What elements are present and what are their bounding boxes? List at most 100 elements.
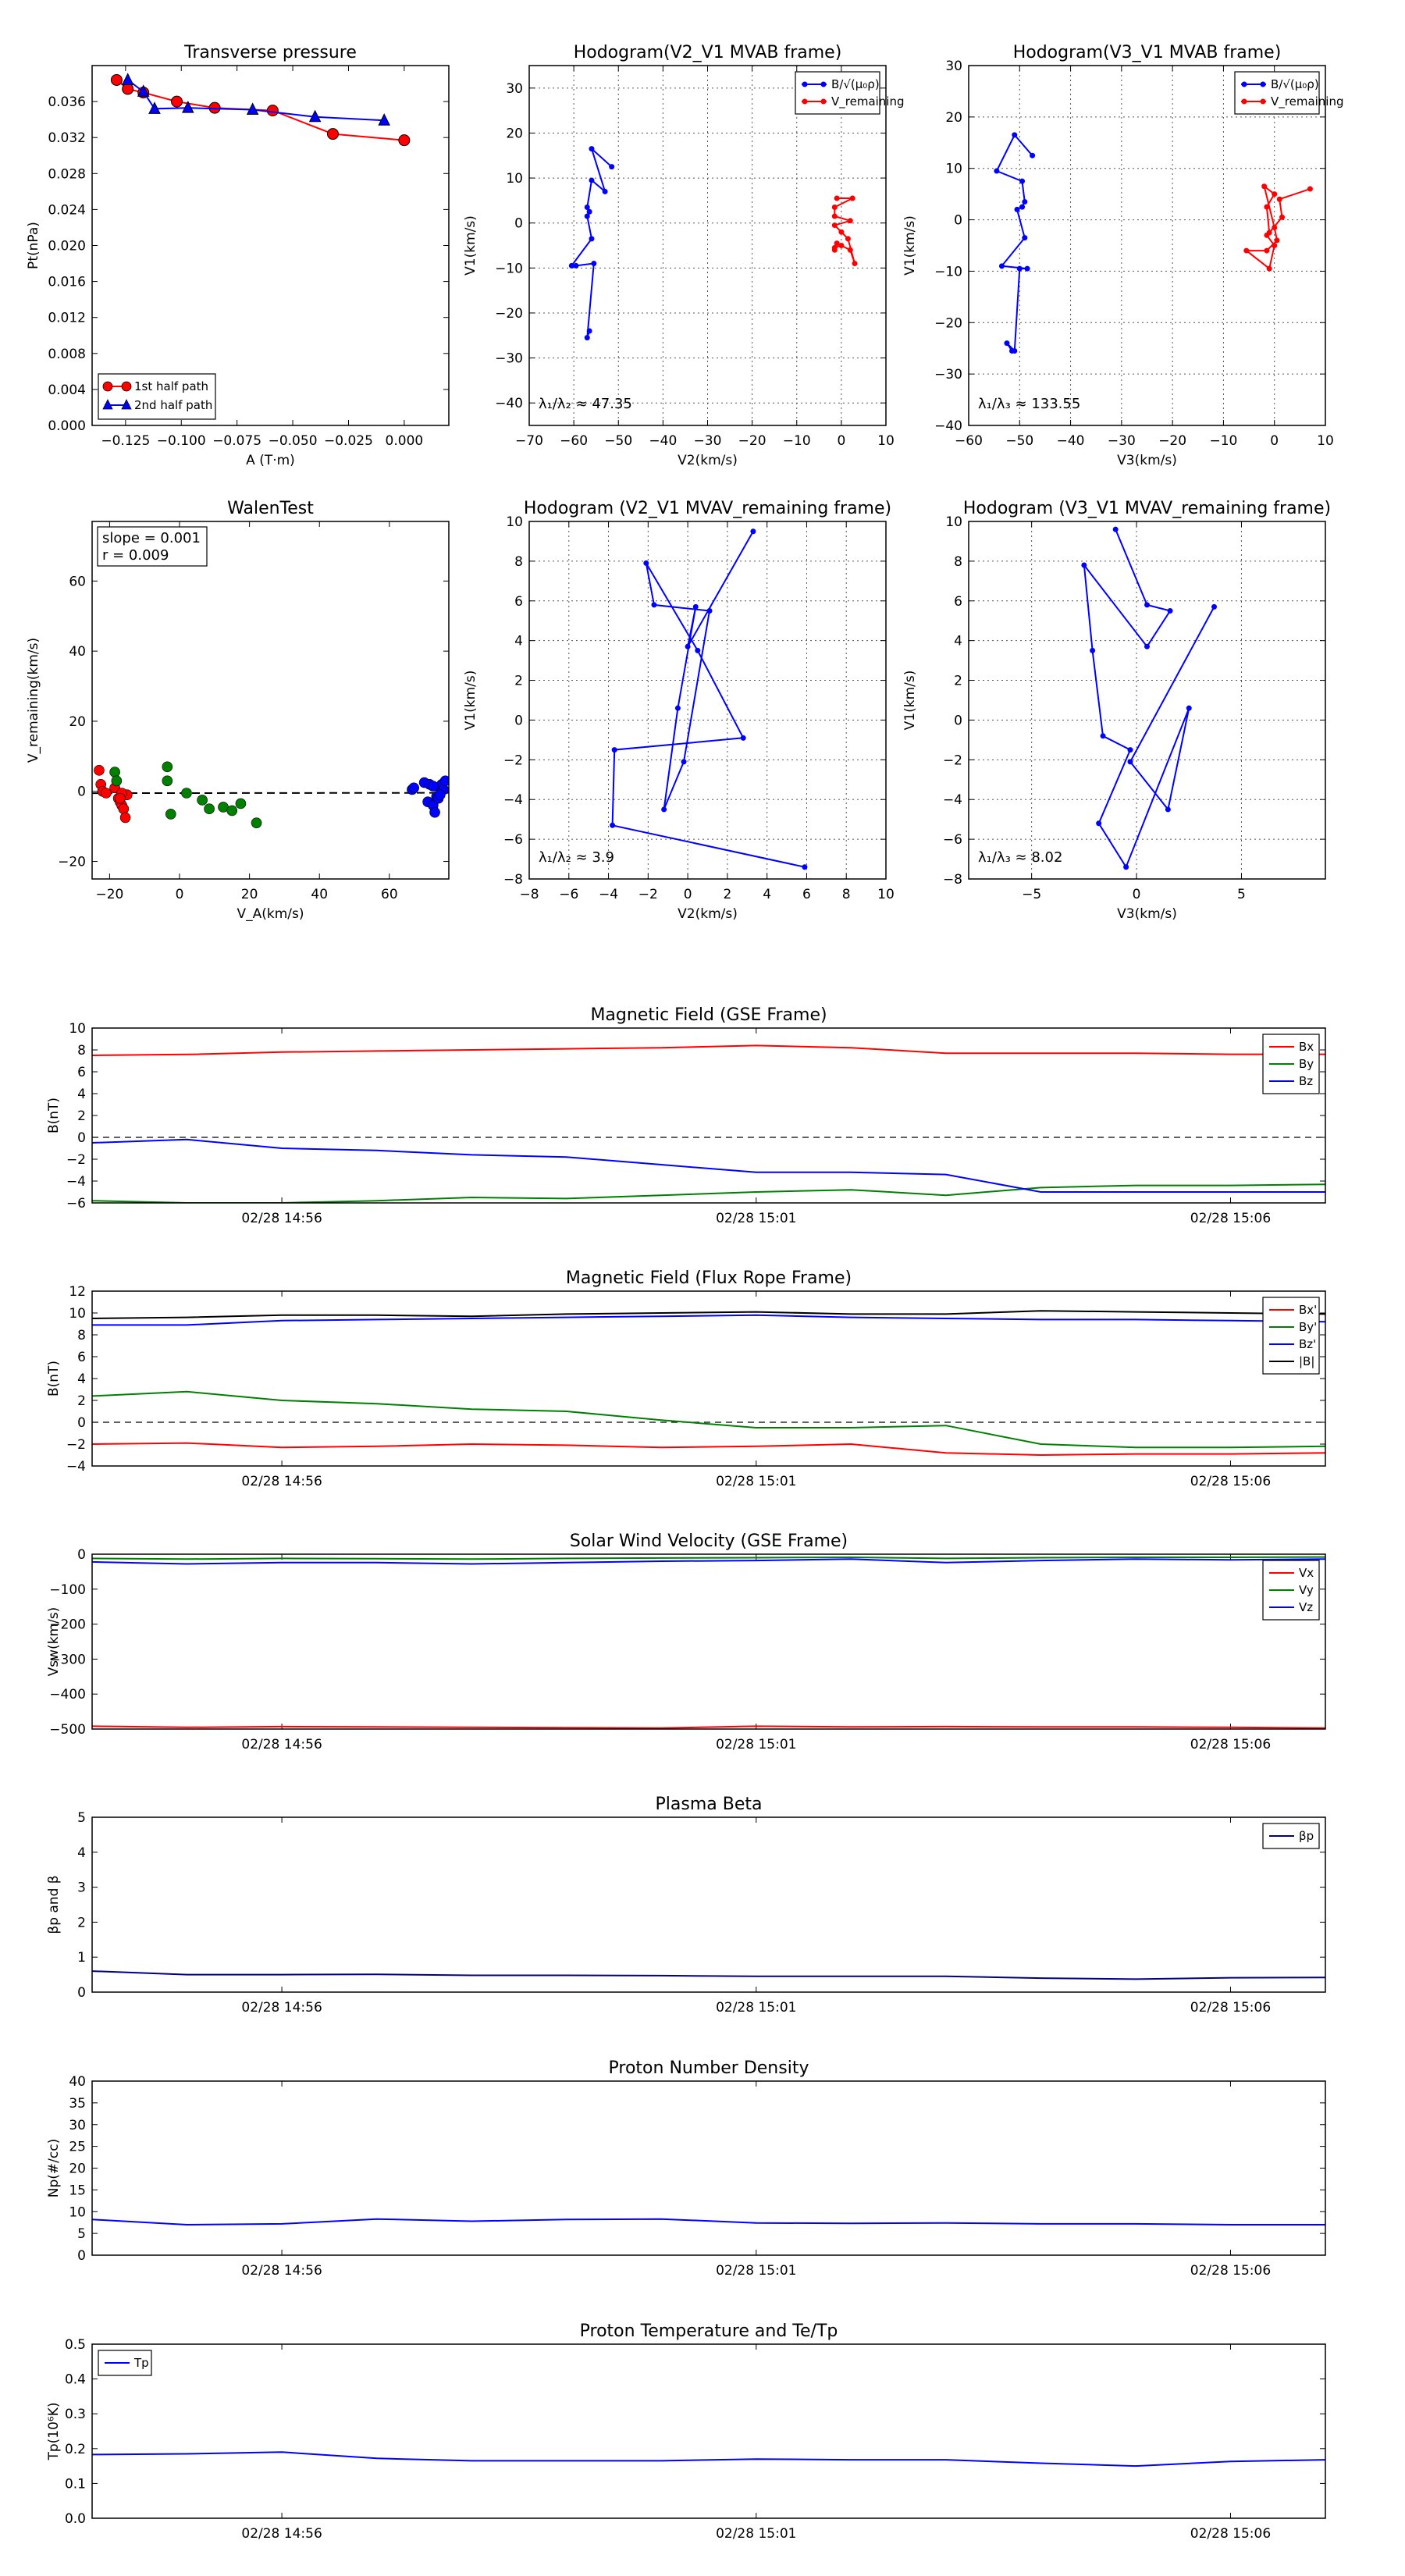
legend-label: V_remaining [1271, 94, 1344, 109]
x-tick-label: 02/28 15:01 [716, 2000, 796, 2016]
data-point [831, 205, 838, 211]
x-tick-label: 02/28 14:56 [241, 2526, 322, 2542]
x-tick-label: −40 [1057, 433, 1085, 449]
x-tick-label: −60 [560, 433, 588, 449]
y-tick-label: −2 [943, 753, 962, 768]
data-point [643, 560, 649, 566]
y-tick-label: 10 [945, 514, 962, 530]
legend-label: By' [1299, 1320, 1317, 1334]
chart-title: Hodogram(V3_V1 MVAB frame) [1013, 43, 1282, 62]
x-tick-label: −10 [783, 433, 811, 449]
data-point [589, 236, 595, 242]
y-tick-label: 2 [954, 674, 962, 689]
series-line-0 [92, 2218, 1325, 2226]
data-point [1264, 204, 1270, 210]
y-tick-label: 40 [69, 644, 86, 660]
axes-frame [91, 1290, 1326, 1467]
y-tick-label: −8 [503, 872, 523, 888]
y-tick-label: 0.036 [48, 94, 86, 110]
data-point [1096, 820, 1102, 827]
scatter-point [109, 767, 120, 777]
data-point [589, 146, 595, 152]
data-point [1004, 340, 1010, 347]
y-tick-label: 0.0 [65, 2511, 86, 2527]
data-point [1274, 237, 1280, 244]
y-tick-label: 4 [77, 1087, 86, 1102]
x-tick-label: 6 [802, 887, 811, 902]
legend-label: Bz [1299, 1074, 1313, 1088]
y-tick-label: 2 [77, 1393, 86, 1409]
chart-title: WalenTest [227, 499, 314, 518]
x-tick-label: −0.100 [157, 433, 206, 449]
y-tick-label: 0.000 [48, 418, 86, 434]
legend-box [1234, 71, 1320, 115]
scatter-point [119, 812, 131, 824]
chart-h1: Hodogram(V2_V1 MVAB frame) −70 −60 −50 −40 −3… [463, 43, 905, 468]
legend: Bx By Bz [1262, 1034, 1320, 1094]
y-tick-label: −2 [503, 753, 523, 768]
chart-h3: Hodogram (V2_V1 MVAV_remaining frame)−8−… [463, 499, 895, 922]
data-point [326, 128, 339, 141]
y-tick-label: 0 [514, 713, 523, 728]
legend-box [795, 71, 880, 115]
y-tick-label: 4 [954, 634, 962, 649]
series-line-B [92, 1310, 1325, 1319]
y-tick-label: 0.004 [48, 382, 86, 398]
y-tick-label: 25 [69, 2140, 86, 2155]
legend-label: |B| [1299, 1354, 1314, 1368]
y-tick-label: 12 [69, 1284, 86, 1300]
data-point [849, 195, 855, 201]
data-point [1022, 199, 1028, 205]
data-point [584, 205, 590, 211]
y-tick-label: 20 [945, 110, 962, 126]
series-line-By [92, 1390, 1325, 1449]
y-tick-label: −2 [66, 1152, 86, 1168]
y-tick-label: −20 [495, 306, 523, 322]
plot-area [92, 1044, 1325, 1203]
y-tick-label: −4 [943, 792, 962, 808]
x-tick-label: 02/28 15:01 [716, 2263, 796, 2279]
y-tick-label: −4 [503, 792, 523, 808]
x-tick-label: −60 [955, 433, 983, 449]
scatter-point [204, 803, 215, 814]
series-line-By [92, 1183, 1325, 1203]
data-point [994, 168, 1000, 174]
x-tick-label: −2 [638, 887, 658, 902]
chart-bgse: Magnetic Field (GSE Frame) 02/28 14:56 02/… [46, 1005, 1326, 1226]
data-point [692, 603, 699, 610]
series-line-Bx [92, 1442, 1325, 1457]
data-point [1264, 247, 1270, 254]
y-tick-label: 6 [514, 594, 523, 610]
y-tick-label: 0.4 [65, 2372, 86, 2388]
x-tick-label: 02/28 15:06 [1190, 2000, 1271, 2016]
axes-frame [968, 65, 1326, 426]
y-tick-label: 60 [69, 574, 86, 589]
chart-title: Plasma Beta [656, 1795, 763, 1814]
y-tick-label: −10 [495, 261, 523, 276]
y-tick-label: 40 [69, 2074, 86, 2090]
data-point [1112, 526, 1119, 532]
data-point [1016, 265, 1023, 272]
y-tick-label: 0.3 [65, 2407, 86, 2422]
data-point [834, 240, 840, 247]
y-tick-label: 2 [77, 1108, 86, 1124]
data-point [584, 213, 590, 219]
y-tick-label: −6 [66, 1196, 86, 1212]
data-point [847, 247, 853, 253]
x-tick-label: −20 [1158, 433, 1186, 449]
chart-title: Proton Number Density [609, 2058, 809, 2078]
y-tick-label: −500 [49, 1722, 86, 1738]
data-point [1165, 806, 1171, 813]
data-point [591, 261, 597, 267]
data-point [602, 188, 608, 194]
data-point [674, 705, 681, 711]
y-tick-label: −30 [934, 367, 962, 382]
data-point [1266, 265, 1272, 272]
y-tick-label: 4 [514, 634, 523, 649]
data-point [838, 229, 845, 235]
y-tick-label: −2 [66, 1437, 86, 1453]
y-tick-label: 15 [69, 2183, 86, 2198]
axes-frame [91, 65, 450, 426]
y-tick-label: 2 [77, 1915, 86, 1930]
y-tick-label: 0 [954, 213, 962, 229]
